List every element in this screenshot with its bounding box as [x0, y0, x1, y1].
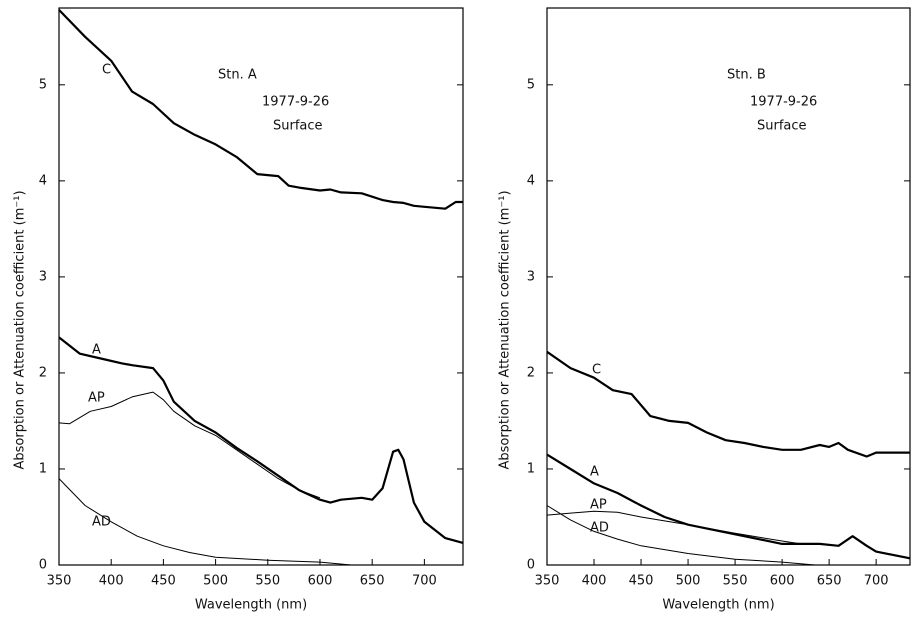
x-tick-label: 700 [412, 574, 437, 589]
y-tick-label: 2 [39, 365, 47, 380]
y-tick-label: 5 [39, 77, 47, 92]
x-axis-label: Wavelength (nm) [662, 598, 774, 613]
annotation: Stn. A [218, 68, 257, 83]
line-series [546, 510, 801, 545]
x-tick-label: 500 [203, 574, 228, 589]
series-label: A [590, 465, 599, 480]
annotation: Stn. B [727, 68, 766, 83]
y-tick-label: 3 [527, 269, 535, 284]
annotation: 1977-9-26 [750, 95, 817, 110]
x-tick-label: 550 [255, 574, 280, 589]
series-label: AP [590, 498, 607, 513]
line-series [58, 336, 464, 544]
series-label: AD [92, 515, 111, 530]
x-tick-label: 650 [817, 574, 842, 589]
series-label: C [592, 363, 601, 378]
y-tick-label: 4 [527, 173, 535, 188]
line-series [546, 350, 910, 458]
line-series [58, 391, 321, 499]
annotation: Surface [757, 119, 807, 134]
y-tick-label: 0 [39, 558, 47, 573]
y-axis-label: Absorption or Attenuation coefficient (m… [498, 190, 513, 469]
x-tick-label: 350 [535, 574, 560, 589]
x-tick-label: 500 [676, 574, 701, 589]
annotation: 1977-9-26 [262, 95, 329, 110]
line-series [546, 505, 816, 566]
x-tick-label: 600 [308, 574, 333, 589]
line-series [58, 9, 463, 210]
line-series [546, 453, 911, 560]
y-tick-label: 2 [527, 365, 535, 380]
series-label: AP [88, 391, 105, 406]
x-tick-label: 600 [770, 574, 795, 589]
annotation: Surface [273, 119, 323, 134]
x-axis-label: Wavelength (nm) [195, 598, 307, 613]
y-axis-label: Absorption or Attenuation coefficient (m… [13, 190, 28, 469]
x-tick-label: 700 [864, 574, 889, 589]
x-tick-label: 350 [47, 574, 72, 589]
y-tick-label: 3 [39, 269, 47, 284]
plot-frame [58, 7, 464, 566]
line-series [58, 478, 352, 566]
x-tick-label: 550 [723, 574, 748, 589]
x-tick-label: 450 [151, 574, 176, 589]
series-label: C [102, 63, 111, 78]
y-tick-label: 1 [527, 461, 535, 476]
y-tick-label: 5 [527, 77, 535, 92]
series-label: A [92, 343, 101, 358]
plot-frame [546, 7, 911, 566]
y-tick-label: 0 [527, 558, 535, 573]
x-tick-label: 650 [360, 574, 385, 589]
series-label: AD [590, 521, 609, 536]
x-tick-label: 400 [99, 574, 124, 589]
x-tick-label: 400 [582, 574, 607, 589]
y-tick-label: 1 [39, 461, 47, 476]
x-tick-label: 450 [629, 574, 654, 589]
y-tick-label: 4 [39, 173, 47, 188]
